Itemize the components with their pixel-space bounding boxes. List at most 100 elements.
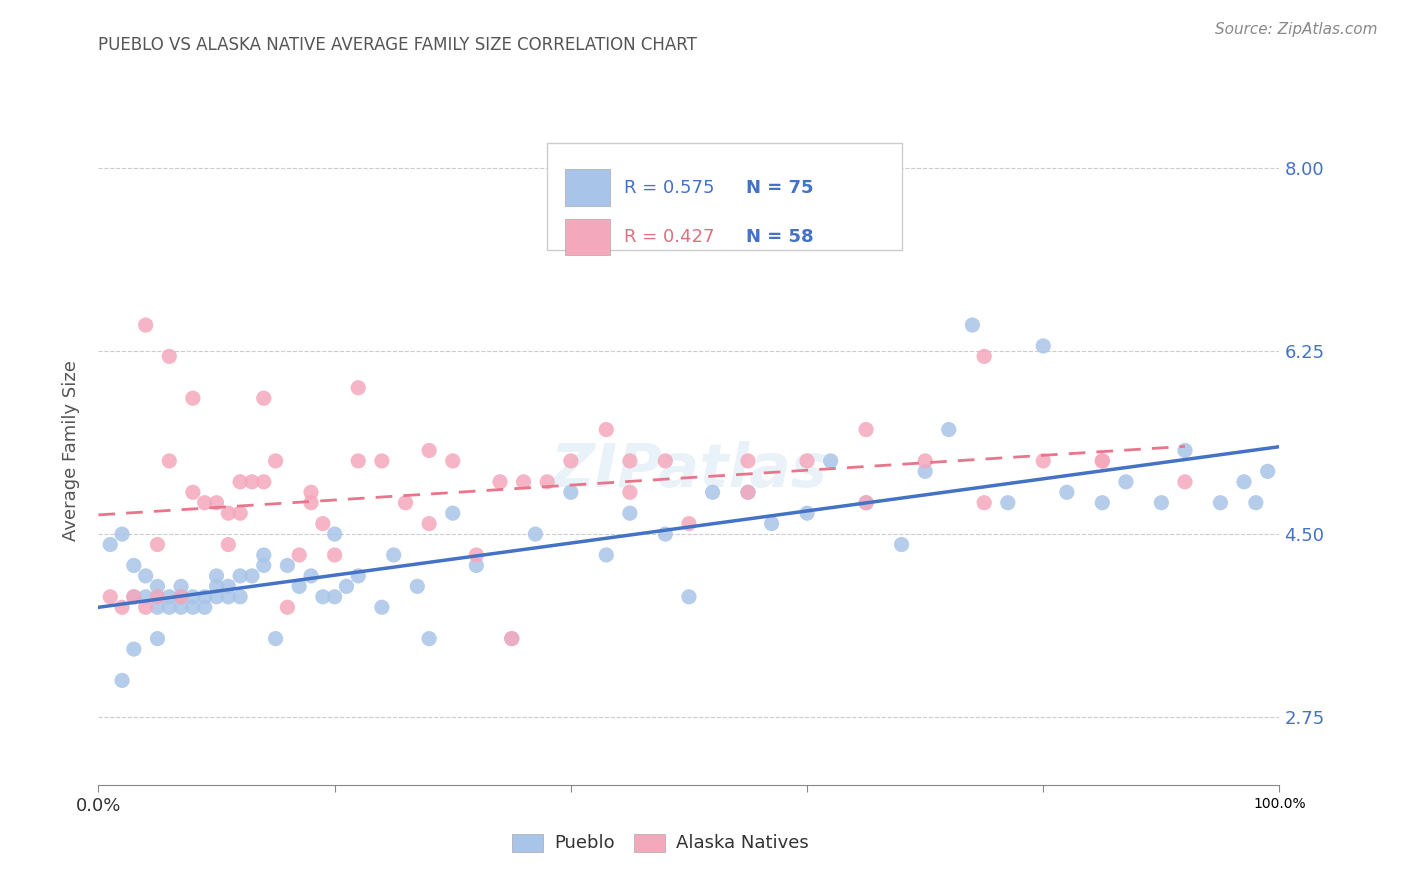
Text: PUEBLO VS ALASKA NATIVE AVERAGE FAMILY SIZE CORRELATION CHART: PUEBLO VS ALASKA NATIVE AVERAGE FAMILY S… — [98, 36, 697, 54]
Point — [217, 537, 239, 551]
Text: R = 0.575: R = 0.575 — [624, 178, 714, 196]
Point — [1209, 496, 1232, 510]
Point — [253, 391, 276, 405]
Point — [855, 496, 877, 510]
Point — [997, 496, 1019, 510]
Point — [194, 496, 217, 510]
Point — [194, 600, 217, 615]
Point — [1174, 475, 1197, 489]
Point — [299, 485, 322, 500]
Point — [973, 496, 995, 510]
Point — [135, 569, 157, 583]
Point — [654, 527, 676, 541]
Point — [465, 548, 488, 562]
Point — [418, 632, 440, 646]
Point — [1257, 464, 1279, 478]
Point — [205, 590, 228, 604]
Text: N = 75: N = 75 — [745, 178, 813, 196]
Point — [441, 506, 464, 520]
Point — [973, 350, 995, 364]
Point — [111, 673, 134, 688]
Point — [181, 485, 204, 500]
Point — [299, 569, 322, 583]
Point — [1091, 454, 1114, 468]
Point — [761, 516, 783, 531]
Point — [146, 590, 169, 604]
Point — [595, 548, 617, 562]
Text: R = 0.427: R = 0.427 — [624, 228, 714, 246]
Point — [122, 590, 145, 604]
Point — [135, 318, 157, 332]
Point — [1115, 475, 1137, 489]
Point — [299, 496, 322, 510]
Point — [914, 454, 936, 468]
Point — [323, 548, 346, 562]
Point — [135, 600, 157, 615]
Point — [240, 569, 263, 583]
Point — [229, 475, 252, 489]
Point — [489, 475, 512, 489]
Point — [1091, 454, 1114, 468]
Y-axis label: Average Family Size: Average Family Size — [62, 360, 80, 541]
Point — [146, 579, 169, 593]
Text: Pueblo: Pueblo — [554, 834, 614, 852]
Point — [323, 590, 346, 604]
Point — [135, 590, 157, 604]
Point — [111, 600, 134, 615]
Point — [702, 485, 724, 500]
Point — [737, 485, 759, 500]
Point — [276, 600, 298, 615]
Point — [855, 496, 877, 510]
Point — [678, 590, 700, 604]
Point — [501, 632, 523, 646]
Point — [157, 600, 180, 615]
Point — [1150, 496, 1173, 510]
Point — [312, 590, 335, 604]
Text: Alaska Natives: Alaska Natives — [676, 834, 808, 852]
Point — [253, 548, 276, 562]
Text: N = 58: N = 58 — [745, 228, 813, 246]
Point — [122, 642, 145, 657]
Point — [205, 579, 228, 593]
Point — [347, 381, 370, 395]
Point — [512, 475, 534, 489]
Bar — [565, 169, 610, 206]
Point — [654, 454, 676, 468]
Point — [170, 590, 193, 604]
Point — [418, 443, 440, 458]
Point — [122, 558, 145, 573]
Point — [465, 558, 488, 573]
Point — [619, 506, 641, 520]
Point — [288, 579, 311, 593]
Point — [217, 579, 239, 593]
Point — [1174, 443, 1197, 458]
Point — [122, 590, 145, 604]
Point — [157, 590, 180, 604]
Point — [288, 548, 311, 562]
Point — [253, 475, 276, 489]
Point — [170, 579, 193, 593]
Point — [737, 485, 759, 500]
Point — [157, 350, 180, 364]
Point — [536, 475, 558, 489]
Point — [560, 454, 582, 468]
Point — [217, 590, 239, 604]
Point — [205, 496, 228, 510]
Point — [1233, 475, 1256, 489]
Point — [890, 537, 912, 551]
Point — [406, 579, 429, 593]
Point — [855, 423, 877, 437]
Point — [335, 579, 357, 593]
Bar — [565, 219, 610, 255]
Point — [146, 537, 169, 551]
Point — [276, 558, 298, 573]
Point — [1032, 339, 1054, 353]
Point — [796, 454, 818, 468]
Point — [181, 600, 204, 615]
Point — [962, 318, 984, 332]
Point — [98, 590, 121, 604]
FancyBboxPatch shape — [547, 143, 901, 250]
Point — [205, 569, 228, 583]
Point — [181, 391, 204, 405]
Point — [1091, 496, 1114, 510]
